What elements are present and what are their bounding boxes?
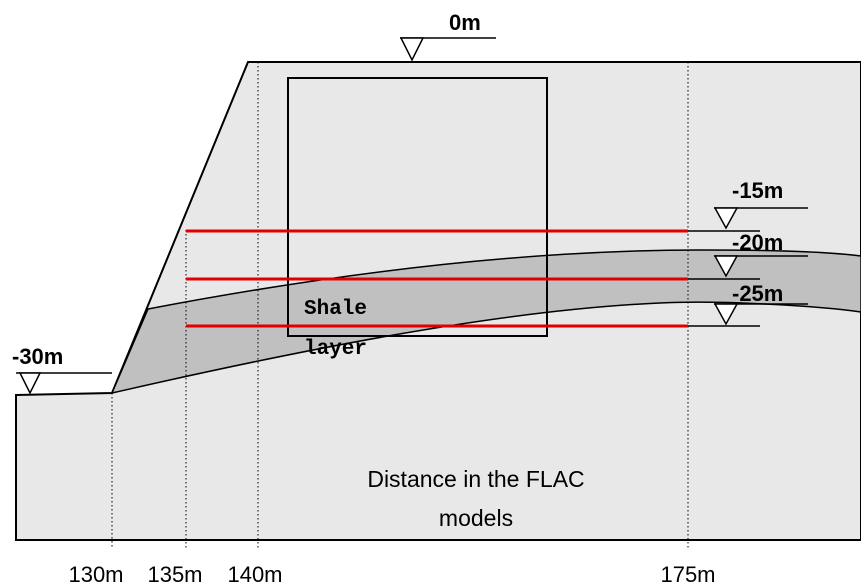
red-lines <box>186 229 688 328</box>
level-label: -20m <box>732 230 783 255</box>
level-label: 0m <box>449 10 481 35</box>
distance-caption: Distance in the FLAC <box>367 466 584 492</box>
level-label: -30m <box>12 344 63 369</box>
distance-label: 130m <box>68 562 123 587</box>
water-table-symbols <box>16 37 808 395</box>
level-lines <box>688 230 760 327</box>
shale-label: Shale <box>304 298 367 321</box>
distance-caption: models <box>439 505 513 531</box>
level-label: -25m <box>732 281 783 306</box>
level-label: -15m <box>732 178 783 203</box>
distance-label: 175m <box>660 562 715 587</box>
distance-label: 140m <box>227 562 282 587</box>
shale-label: layer <box>304 338 367 361</box>
excavation-box <box>287 77 548 337</box>
distance-label: 135m <box>147 562 202 587</box>
